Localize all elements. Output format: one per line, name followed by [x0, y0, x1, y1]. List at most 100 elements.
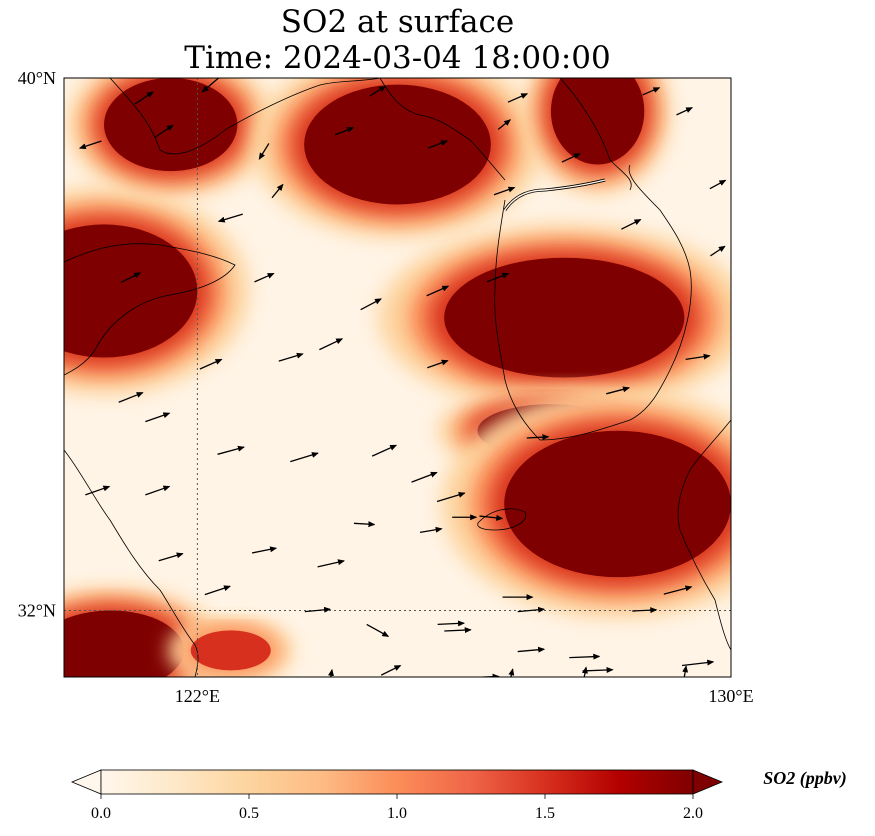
- wind-arrow: [685, 353, 711, 360]
- so2-region-band: [550, 78, 645, 165]
- lat-tick-label: 32°N: [18, 600, 56, 620]
- wind-arrow: [582, 666, 588, 677]
- wind-arrow: [709, 179, 727, 190]
- wind-arrow: [271, 183, 284, 199]
- so2-region-korea: [378, 224, 731, 411]
- wind-arrow: [334, 127, 355, 136]
- wind-arrow: [290, 452, 319, 463]
- coastline-jeju: [477, 508, 527, 531]
- colorbar: 0.0 0.5 1.0 1.5 2.0: [70, 769, 724, 822]
- wind-arrow: [419, 526, 443, 534]
- wind-arrow: [78, 140, 102, 150]
- wind-arrow: [199, 358, 223, 370]
- so2-region-north-hebei: [67, 78, 275, 197]
- wind-arrow: [561, 153, 581, 163]
- colorbar-min-extension: [70, 769, 102, 795]
- wind-arrow: [427, 140, 449, 149]
- wind-arrow: [251, 546, 278, 554]
- wind-arrow: [507, 93, 529, 103]
- colorbar-ticks: 0.0 0.5 1.0 1.5 2.0: [91, 794, 703, 822]
- wind-arrow: [204, 585, 231, 596]
- lon-tick-label: 130°E: [708, 686, 753, 706]
- lon-tick-label: 122°E: [175, 686, 220, 706]
- wind-arrow: [493, 186, 516, 196]
- colorbar-tick-label: 2.0: [683, 805, 703, 822]
- wind-arrow: [682, 665, 689, 677]
- coastline-liaodong: [379, 78, 506, 181]
- wind-arrow: [440, 700, 462, 707]
- wind-arrow: [120, 272, 142, 284]
- so2-region-japan-sea: [441, 390, 731, 618]
- colorbar-tick-label: 0.0: [91, 805, 111, 822]
- wind-arrow: [371, 444, 398, 457]
- wind-arrow: [369, 85, 387, 97]
- so2-region-band: [504, 430, 731, 578]
- colorbar-tick-label: 0.5: [239, 805, 259, 822]
- colorbar-units-label: SO2 (ppbv): [763, 768, 847, 788]
- map-frame: [63, 77, 732, 678]
- wind-arrow: [154, 124, 174, 138]
- wind-arrow: [360, 298, 382, 311]
- wind-arrow: [319, 338, 344, 351]
- wind-arrow: [85, 485, 111, 496]
- coastline-china-south: [64, 449, 199, 677]
- wind-arrow: [427, 359, 449, 369]
- map-title: SO2 at surface: [280, 4, 515, 40]
- lat-tick-labels: 40°N 32°N: [18, 68, 56, 620]
- so2-region-band: [104, 78, 238, 172]
- so2-region-band: [190, 630, 271, 671]
- wind-arrow: [526, 434, 550, 441]
- wind-arrow: [145, 412, 171, 423]
- wind-arrow: [411, 471, 438, 483]
- wind-arrow: [328, 668, 334, 677]
- coastline-korea: [494, 164, 692, 441]
- coastline-yalu-inner: [504, 179, 606, 211]
- so2-region-band: [444, 257, 685, 378]
- wind-arrow: [118, 392, 144, 403]
- so2-region-band: [304, 84, 491, 205]
- colorbar-tick-label: 1.5: [535, 805, 555, 822]
- wind-arrow: [437, 620, 466, 627]
- so2-region-band: [64, 224, 198, 358]
- wind-arrow: [642, 87, 661, 96]
- wind-arrow: [444, 627, 472, 634]
- wind-arrow: [676, 107, 694, 116]
- gridlines: [64, 78, 731, 677]
- colorbar-tick-label: 1.0: [387, 805, 407, 822]
- wind-arrow: [401, 700, 421, 707]
- wind-arrow: [380, 664, 402, 676]
- map-subtitle: Time: 2024-03-04 18:00:00: [184, 40, 611, 76]
- wind-arrow: [681, 659, 715, 667]
- wind-arrow: [201, 78, 220, 93]
- wind-arrow: [517, 646, 546, 653]
- wind-arrow: [356, 682, 360, 699]
- wind-arrow: [710, 245, 726, 257]
- wind-arrow: [134, 91, 154, 105]
- colorbar-body: [100, 769, 694, 795]
- wind-arrow: [317, 559, 345, 568]
- wind-arrow: [569, 653, 601, 660]
- wind-arrow: [254, 272, 275, 283]
- wind-arrow: [278, 352, 304, 362]
- wind-vectors: [78, 78, 727, 734]
- wind-arrow: [517, 606, 546, 613]
- wind-arrow: [606, 386, 630, 395]
- so2-region-liaoning: [252, 78, 543, 238]
- wind-arrow: [621, 219, 642, 230]
- lon-tick-labels: 122°E 130°E: [175, 686, 754, 706]
- wind-arrow: [479, 514, 504, 521]
- wind-arrow: [217, 213, 243, 223]
- wind-arrow: [258, 143, 270, 160]
- wind-arrow: [353, 521, 376, 528]
- wind-arrow: [158, 552, 184, 562]
- wind-arrow: [466, 727, 489, 734]
- wind-arrow: [217, 445, 245, 455]
- coastline-bohai: [109, 78, 381, 155]
- so2-region-northeast: [525, 78, 670, 194]
- wind-arrow: [426, 285, 450, 297]
- wind-arrow: [508, 668, 515, 677]
- wind-arrow: [663, 585, 693, 595]
- wind-arrow: [497, 119, 512, 130]
- wind-arrow: [436, 491, 466, 503]
